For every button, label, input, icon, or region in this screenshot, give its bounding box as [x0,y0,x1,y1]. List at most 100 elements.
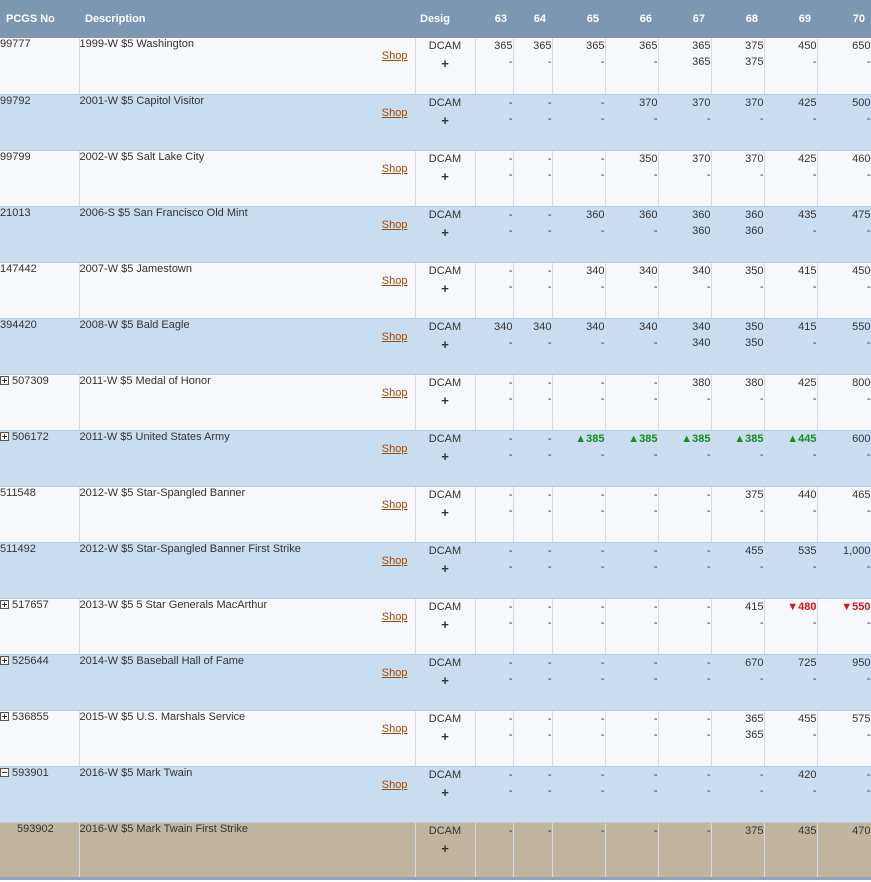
header-grade-65[interactable]: 65 [552,0,605,38]
pcgs-number-cell: 536855 [0,710,80,767]
plus-price-value: - [547,224,552,237]
shop-link[interactable]: Shop [381,106,408,119]
plus-price-value: - [706,112,711,125]
table-row: 511548 2012-W $5 Star-Spangled Banner Shop… [0,486,871,543]
shop-link[interactable]: Shop [381,778,408,791]
plus-designation: + [441,168,449,184]
price-value: ▲385 [734,432,764,445]
price-cell-grade-69: ▼480 - [764,598,818,655]
header-desig[interactable]: Desig [415,0,475,38]
plus-price-value: - [508,616,513,629]
plus-designation: + [441,504,449,520]
shop-link[interactable]: Shop [381,50,408,62]
header-grade-70[interactable]: 70 [817,0,871,38]
shop-link[interactable]: Shop [381,386,408,399]
header-grade-63[interactable]: 63 [475,0,513,38]
price-cell-grade-67: - [658,822,712,880]
designation-cell: DCAM + [415,94,476,151]
coin-description: 2015-W $5 U.S. Marshals Service [79,710,246,723]
header-grade-67[interactable]: 67 [658,0,711,38]
expand-icon[interactable] [0,655,9,665]
plus-price-value: - [866,784,871,797]
expand-icon[interactable] [0,711,9,721]
price-cell-grade-69: ▲445 - [764,430,818,487]
table-row: 507309 2011-W $5 Medal of Honor Shop DCAM + -… [0,374,871,431]
price-value: 460 [852,152,871,165]
price-value: - [653,712,658,725]
price-cell-grade-70: 1,000 - [817,542,871,599]
plus-price-value: - [866,728,871,741]
price-value: - [706,824,711,837]
description-cell: 2014-W $5 Baseball Hall of Fame Shop [79,654,416,711]
price-cell-grade-69: 415 - [764,318,818,375]
price-value: - [600,96,605,109]
designation: DCAM [428,264,462,277]
shop-link[interactable]: Shop [381,162,408,175]
shop-link[interactable]: Shop [381,554,408,567]
price-cell-grade-63: -- [475,94,514,151]
table-row: 99792 2001-W $5 Capitol Visitor Shop DCAM + -… [0,94,871,151]
shop-link[interactable]: Shop [381,218,408,231]
price-value: 360 [586,208,605,221]
price-cell-grade-66: ▲385 - [605,430,659,487]
price-value: 375 [745,824,764,837]
plus-price-value: - [759,168,764,181]
price-value: 440 [798,488,817,501]
price-cell-grade-68: 380 - [711,374,765,431]
price-value: ▲385 [628,432,658,445]
plus-price-value: - [600,112,605,125]
price-value: ▲445 [787,432,817,445]
price-cell-grade-64: - [513,822,553,880]
plus-price-value: - [812,560,817,573]
price-cell-grade-67: 380 - [658,374,712,431]
plus-price-value: - [600,224,605,237]
price-value: 365 [494,40,513,52]
price-value: - [600,152,605,165]
shop-link[interactable]: Shop [381,330,408,343]
price-value: - [547,544,552,557]
price-value: 415 [798,320,817,333]
expand-icon[interactable] [0,375,9,385]
table-row: 593902 2016-W $5 Mark Twain First Strike D… [0,822,871,880]
shop-link[interactable]: Shop [381,498,408,511]
plus-price-value: - [653,728,658,741]
table-row: 394420 2008-W $5 Bald Eagle Shop DCAM +340-3… [0,318,871,375]
plus-price-value: - [706,448,711,461]
coin-description: 2016-W $5 Mark Twain First Strike [79,822,249,835]
price-cell-grade-65: -- [552,766,606,823]
shop-link[interactable]: Shop [381,610,408,623]
plus-price-value: - [706,728,711,741]
price-value: 450 [852,264,871,277]
pcgs-number: 506172 [12,430,49,443]
designation-cell: DCAM + [415,262,476,319]
plus-designation: + [441,784,449,800]
shop-link[interactable]: Shop [381,666,408,679]
expand-icon[interactable] [0,599,9,609]
shop-link[interactable]: Shop [381,722,408,735]
designation: DCAM [428,656,462,669]
shop-link[interactable]: Shop [381,274,408,287]
coin-description: 2011-W $5 Medal of Honor [79,374,211,387]
header-pcgs-no[interactable]: PCGS No [0,0,79,38]
plus-price-value: - [759,616,764,629]
plus-price-value: 350 [745,336,764,349]
price-cell-grade-70: 575 - [817,710,871,767]
designation: DCAM [428,40,462,52]
plus-price-value: - [600,392,605,405]
price-cell-grade-64: -- [513,710,553,767]
plus-price-value: - [812,728,817,741]
plus-price-value: - [706,168,711,181]
price-value: 375 [745,488,764,501]
header-grade-69[interactable]: 69 [764,0,817,38]
header-grade-68[interactable]: 68 [711,0,764,38]
header-grade-66[interactable]: 66 [605,0,658,38]
header-grade-64[interactable]: 64 [513,0,552,38]
expand-icon[interactable] [0,431,9,441]
price-cell-grade-64: -- [513,262,553,319]
shop-link[interactable]: Shop [381,442,408,455]
plus-price-value: - [866,448,871,461]
pcgs-number-cell: 21013 [0,206,80,263]
coin-description: 2013-W $5 5 Star Generals MacArthur [79,598,268,611]
header-description[interactable]: Description [79,0,415,38]
collapse-icon[interactable] [0,767,9,777]
